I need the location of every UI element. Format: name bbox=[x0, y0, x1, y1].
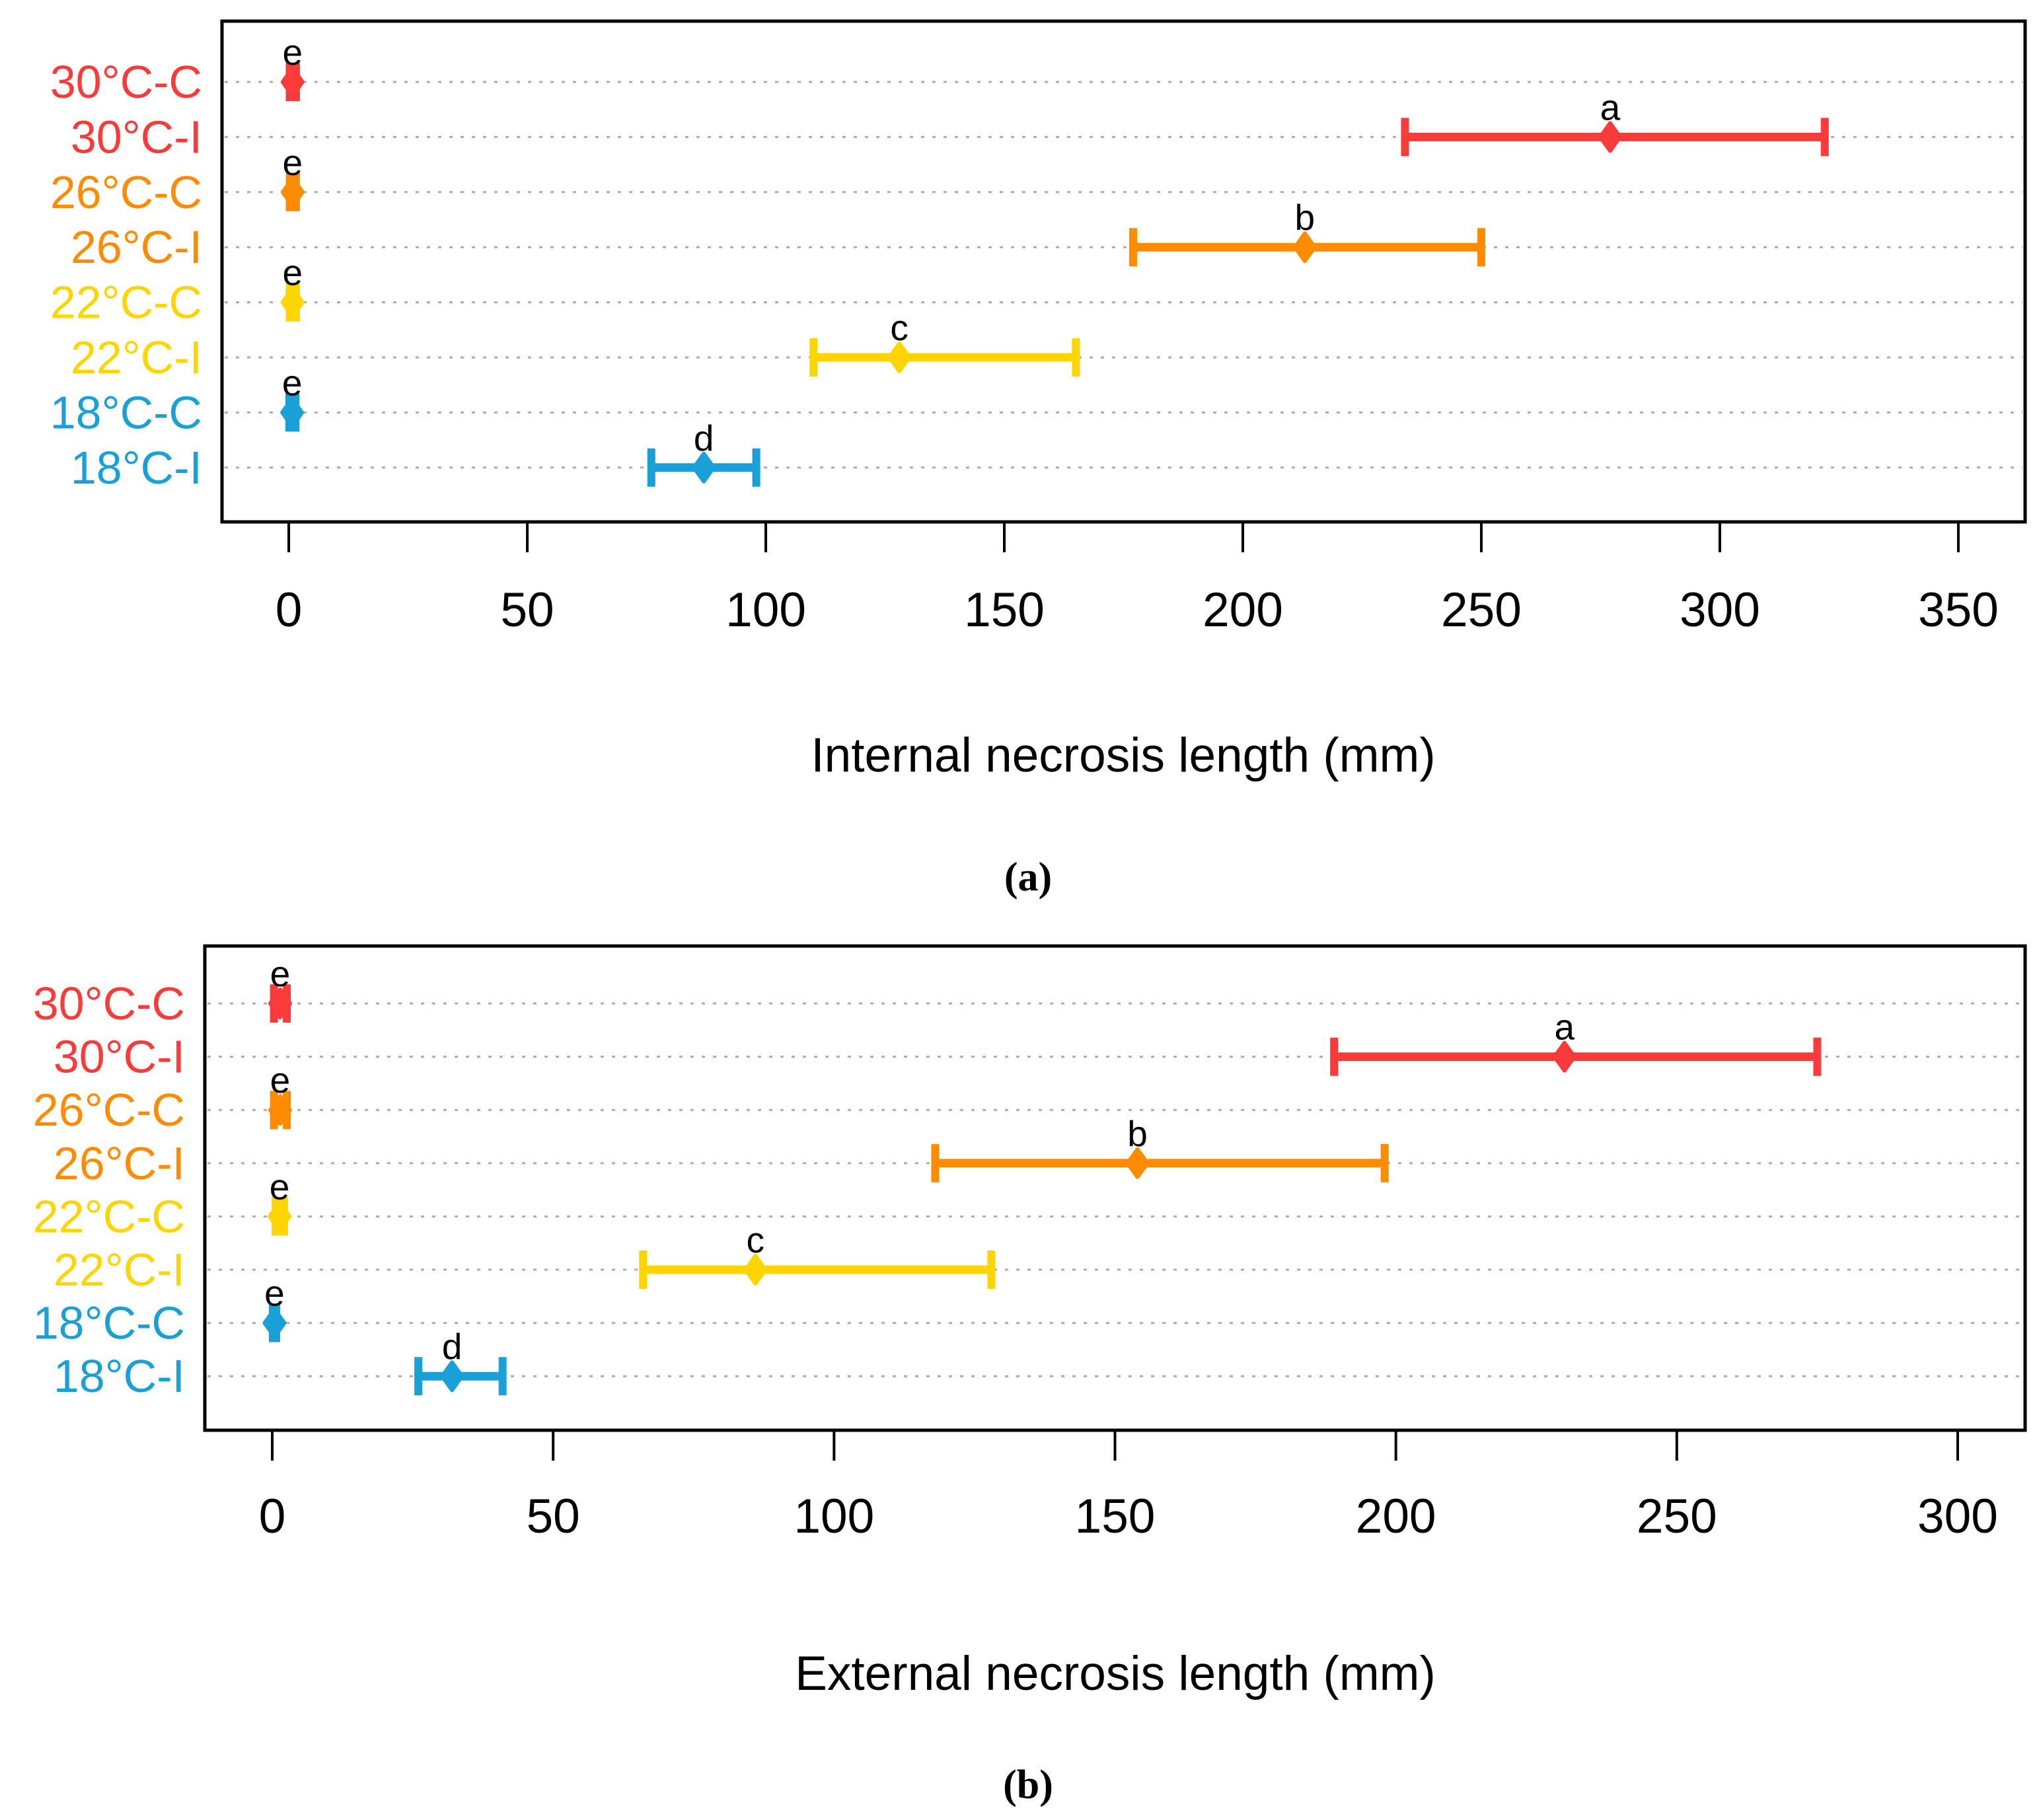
plot-border bbox=[203, 944, 2027, 1432]
y-axis-label-18°C-C: 18°C-C bbox=[33, 1297, 185, 1349]
mean-marker bbox=[1292, 231, 1317, 264]
mean-marker bbox=[280, 66, 305, 98]
x-tick-label: 300 bbox=[1680, 583, 1760, 637]
x-tick-label: 300 bbox=[1917, 1490, 1998, 1543]
mean-marker bbox=[1598, 121, 1622, 153]
y-axis-label-22°C-C: 22°C-C bbox=[33, 1190, 185, 1242]
sig-letter: d bbox=[442, 1326, 463, 1367]
x-tick-label: 350 bbox=[1918, 583, 1999, 637]
error-bar-22°C-C bbox=[268, 1197, 292, 1236]
mean-marker bbox=[440, 1360, 464, 1393]
x-tick-label: 50 bbox=[527, 1490, 580, 1543]
sig-letter: c bbox=[890, 307, 908, 348]
y-axis-label-18°C-I: 18°C-I bbox=[54, 1350, 185, 1402]
y-axis-label-18°C-C: 18°C-C bbox=[50, 386, 202, 438]
sig-letter: d bbox=[694, 418, 714, 458]
sig-letter: e bbox=[264, 1273, 285, 1314]
x-tick-label: 100 bbox=[725, 583, 806, 637]
y-axis-label-18°C-I: 18°C-I bbox=[71, 442, 202, 493]
y-axis-label-26°C-C: 26°C-C bbox=[33, 1084, 185, 1136]
y-axis-label-26°C-C: 26°C-C bbox=[50, 166, 202, 218]
y-axis-label-30°C-C: 30°C-C bbox=[33, 978, 185, 1029]
sig-letter: e bbox=[283, 142, 303, 183]
sig-letter: e bbox=[282, 362, 303, 403]
x-tick-label: 0 bbox=[276, 583, 303, 637]
mean-marker bbox=[280, 396, 305, 429]
sig-letter: e bbox=[270, 953, 291, 994]
sig-letter: a bbox=[1600, 87, 1621, 127]
x-tick-label: 100 bbox=[794, 1490, 874, 1543]
mean-marker bbox=[692, 451, 716, 484]
sig-letter: e bbox=[270, 1060, 291, 1101]
panel-a-plot: e a e b e c e d 0 50 100 150 200 250 300 350 30°C-C30°C-… bbox=[50, 19, 2027, 637]
error-bar-26°C-C bbox=[268, 1091, 292, 1130]
error-bar-22°C-I bbox=[639, 1251, 996, 1289]
sig-letter: e bbox=[283, 252, 303, 293]
x-tick-label: 200 bbox=[1203, 583, 1283, 637]
error-bar-30°C-I bbox=[1330, 1037, 1822, 1076]
error-bar-30°C-C bbox=[268, 984, 292, 1023]
mean-marker bbox=[280, 286, 305, 318]
mean-marker bbox=[262, 1307, 287, 1339]
y-axis-label-22°C-C: 22°C-C bbox=[50, 277, 202, 328]
error-bar-18°C-I bbox=[414, 1357, 507, 1396]
mean-marker bbox=[743, 1254, 768, 1286]
sig-letter: b bbox=[1295, 197, 1316, 238]
error-bar-30°C-I bbox=[1401, 118, 1829, 157]
mean-marker bbox=[887, 342, 912, 373]
sig-letter: a bbox=[1554, 1007, 1575, 1048]
error-bar-26°C-I bbox=[931, 1144, 1389, 1183]
y-axis-label-26°C-I: 26°C-I bbox=[54, 1138, 185, 1189]
error-bar-26°C-I bbox=[1129, 228, 1485, 267]
panel-a-tag: (a) bbox=[1004, 855, 1052, 900]
sig-letter: e bbox=[270, 1166, 290, 1207]
y-axis-label-26°C-I: 26°C-I bbox=[71, 221, 202, 273]
error-bar-30°C-C bbox=[280, 63, 305, 101]
sig-letter: b bbox=[1127, 1113, 1148, 1154]
mean-marker bbox=[268, 1200, 292, 1233]
x-tick-label: 200 bbox=[1356, 1490, 1436, 1543]
error-bar-26°C-C bbox=[280, 172, 305, 211]
plot-border bbox=[220, 19, 2027, 524]
mean-marker bbox=[1552, 1040, 1576, 1073]
x-tick-label: 250 bbox=[1637, 1490, 1717, 1543]
x-tick-label: 50 bbox=[500, 583, 554, 637]
mean-marker bbox=[268, 988, 292, 1019]
error-bar-22°C-I bbox=[809, 338, 1080, 377]
sig-letter: c bbox=[747, 1219, 765, 1260]
panel-a-x-axis-title: Internal necrosis length (mm) bbox=[811, 729, 1435, 782]
x-tick-label: 250 bbox=[1441, 583, 1522, 637]
x-tick-label: 0 bbox=[259, 1490, 286, 1543]
error-bar-18°C-I bbox=[647, 448, 760, 487]
y-axis-label-30°C-I: 30°C-I bbox=[71, 111, 202, 163]
error-bar-18°C-C bbox=[262, 1303, 287, 1342]
sig-letter: e bbox=[283, 32, 303, 73]
panel-b-x-axis-title: External necrosis length (mm) bbox=[795, 1647, 1436, 1700]
y-axis-label-30°C-C: 30°C-C bbox=[50, 56, 202, 108]
y-axis-label-30°C-I: 30°C-I bbox=[54, 1031, 185, 1083]
error-bar-18°C-C bbox=[280, 393, 305, 432]
x-tick-label: 150 bbox=[1075, 1490, 1156, 1543]
mean-marker bbox=[268, 1094, 292, 1126]
x-tick-label: 150 bbox=[964, 583, 1045, 637]
y-axis-label-22°C-I: 22°C-I bbox=[54, 1244, 185, 1295]
mean-marker bbox=[280, 176, 305, 208]
panel-b-tag: (b) bbox=[1003, 1763, 1053, 1807]
mean-marker bbox=[1125, 1147, 1150, 1179]
error-bar-22°C-C bbox=[280, 283, 305, 322]
y-axis-label-22°C-I: 22°C-I bbox=[71, 332, 202, 383]
